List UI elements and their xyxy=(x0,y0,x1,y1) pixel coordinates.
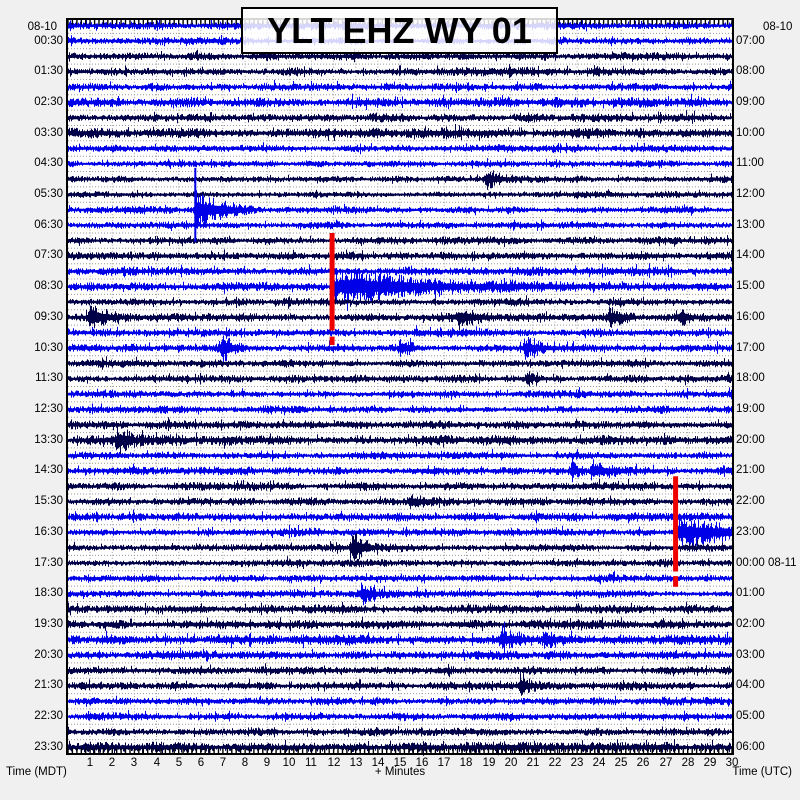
right-time-label: 16:00 xyxy=(736,311,765,323)
minute-label: 3 xyxy=(130,757,138,769)
right-time-label: 10:00 xyxy=(736,127,765,139)
minute-label: 21 xyxy=(526,757,540,769)
left-time-label: 14:30 xyxy=(34,464,63,476)
right-time-label: 23:00 xyxy=(736,526,765,538)
left-time-label: 04:30 xyxy=(34,157,63,169)
minute-label: 14 xyxy=(371,757,385,769)
left-time-label: 12:30 xyxy=(34,403,63,415)
left-time-label: 10:30 xyxy=(34,342,63,354)
minute-label: 11 xyxy=(305,757,317,769)
right-time-label: 08:00 xyxy=(736,65,765,77)
minute-label: 15 xyxy=(393,757,407,769)
right-time-label: 17:00 xyxy=(736,342,765,354)
right-time-label: 04:00 xyxy=(736,679,765,691)
minute-label: 7 xyxy=(219,757,227,769)
minute-label: 4 xyxy=(153,757,161,769)
minute-label: 5 xyxy=(175,757,183,769)
left-time-label: 03:30 xyxy=(34,127,63,139)
axis-label-utc: Time (UTC) xyxy=(732,766,792,778)
right-time-label: 21:00 xyxy=(736,464,765,476)
left-time-label: 18:30 xyxy=(34,587,63,599)
minute-label: 28 xyxy=(681,757,695,769)
right-time-label: 20:00 xyxy=(736,434,765,446)
right-time-label: 18:00 xyxy=(736,372,765,384)
minute-label: 29 xyxy=(703,757,717,769)
left-time-label: 09:30 xyxy=(34,311,63,323)
right-time-label: 12:00 xyxy=(736,188,765,200)
left-time-label: 20:30 xyxy=(34,649,63,661)
left-time-label: 08:30 xyxy=(34,280,63,292)
minute-label: 27 xyxy=(659,757,673,769)
minute-label: 10 xyxy=(282,757,296,769)
minute-label: 25 xyxy=(614,757,628,769)
right-time-label: 14:00 xyxy=(736,249,765,261)
minute-label: 22 xyxy=(548,757,562,769)
minute-label: 23 xyxy=(570,757,584,769)
minute-label: 6 xyxy=(197,757,205,769)
minute-label: 20 xyxy=(504,757,518,769)
date-top-right: 08-10 xyxy=(763,21,793,33)
left-time-label: 23:30 xyxy=(34,741,63,753)
minute-label: 1 xyxy=(86,757,94,769)
left-time-label: 07:30 xyxy=(34,249,63,261)
left-time-label: 17:30 xyxy=(34,557,63,569)
minute-label: 8 xyxy=(241,757,249,769)
date-top-left: 08-10 xyxy=(27,21,57,33)
right-time-label: 00:00 08-11 xyxy=(736,557,797,569)
left-time-label: 05:30 xyxy=(34,188,63,200)
left-time-label: 01:30 xyxy=(34,65,63,77)
minute-label: 24 xyxy=(592,757,606,769)
title-box: YLT EHZ WY 01 xyxy=(241,7,558,54)
left-time-label: 21:30 xyxy=(34,679,63,691)
left-time-label: 02:30 xyxy=(34,96,63,108)
right-time-label: 07:00 xyxy=(736,35,765,47)
left-time-label: 15:30 xyxy=(34,495,63,507)
right-time-label: 15:00 xyxy=(736,280,765,292)
left-time-label: 06:30 xyxy=(34,219,63,231)
minute-label: 17 xyxy=(437,757,451,769)
minute-label: 30 xyxy=(725,757,739,769)
left-time-label: 13:30 xyxy=(34,434,63,446)
right-time-label: 09:00 xyxy=(736,96,765,108)
right-time-label: 11:00 xyxy=(736,157,764,169)
left-time-label: 22:30 xyxy=(34,710,63,722)
minute-label: 16 xyxy=(415,757,429,769)
left-time-label: 16:30 xyxy=(34,526,63,538)
minute-label: 13 xyxy=(349,757,363,769)
page-title: YLT EHZ WY 01 xyxy=(267,10,532,51)
minute-label: 9 xyxy=(263,757,271,769)
minute-label: 18 xyxy=(459,757,473,769)
left-time-label: 19:30 xyxy=(34,618,63,630)
right-time-label: 22:00 xyxy=(736,495,765,507)
right-time-label: 03:00 xyxy=(736,649,765,661)
minute-label: 26 xyxy=(636,757,650,769)
minute-label: 2 xyxy=(108,757,116,769)
right-time-label: 13:00 xyxy=(736,219,765,231)
right-time-label: 19:00 xyxy=(736,403,765,415)
right-time-label: 05:00 xyxy=(736,710,765,722)
axis-label-mdt: Time (MDT) xyxy=(6,766,67,778)
minute-label: 12 xyxy=(327,757,341,769)
left-time-label: 11:30 xyxy=(35,372,63,384)
left-time-label: 00:30 xyxy=(34,35,63,47)
right-time-label: 06:00 xyxy=(736,741,765,753)
minute-label: 19 xyxy=(482,757,496,769)
right-time-label: 02:00 xyxy=(736,618,765,630)
axis-label-minutes: + Minutes xyxy=(374,766,426,778)
right-time-label: 01:00 xyxy=(736,587,765,599)
